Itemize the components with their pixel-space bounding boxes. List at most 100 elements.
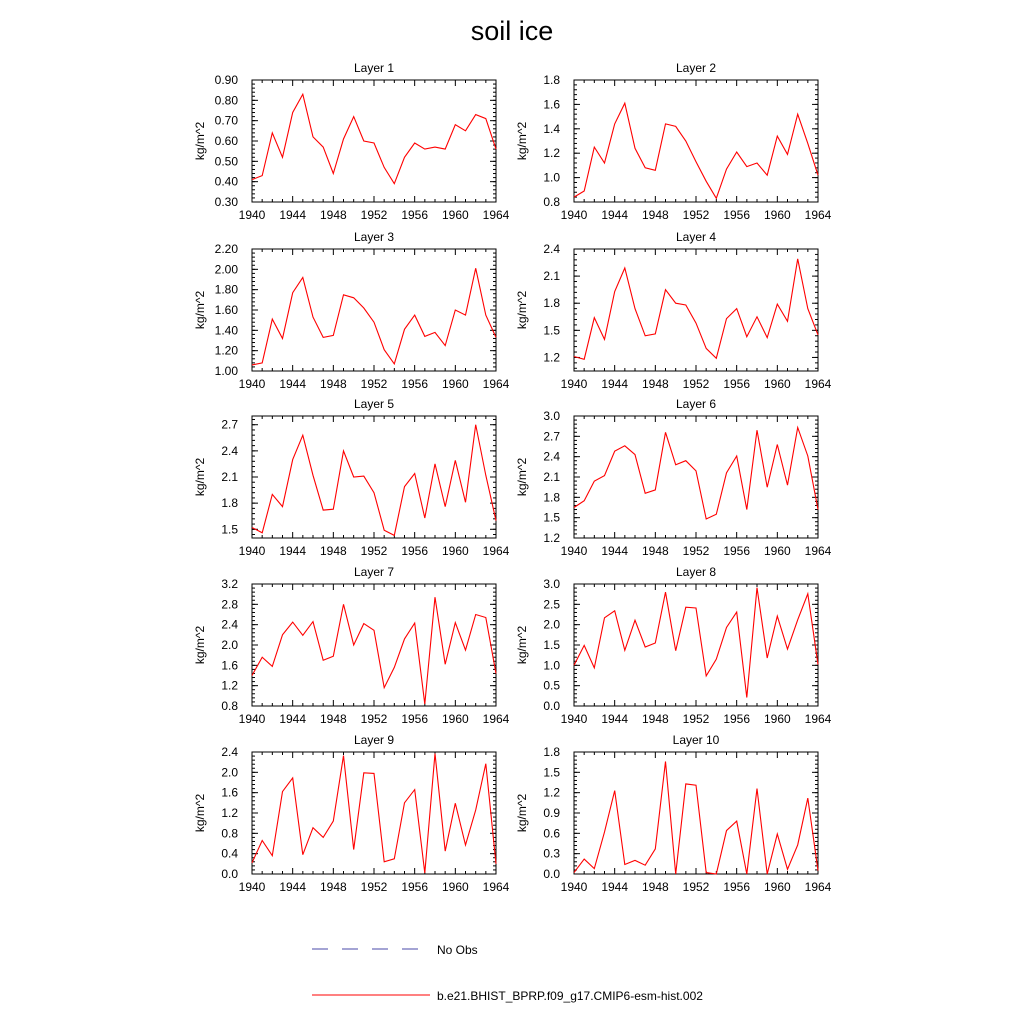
y-tick-label: 0.0 (221, 867, 238, 881)
figure-title: soil ice (470, 16, 554, 46)
y-tick-label: 1.2 (543, 786, 560, 800)
y-tick-label: 3.2 (221, 577, 238, 591)
panel-layer-2: Layer 2 kg/m^2 1940 1944 1948 1952 1956 1960 196… (515, 61, 832, 222)
x-tick-label: 1940 (239, 880, 266, 894)
panel-title-layer-6: Layer 6 (676, 397, 716, 411)
x-tick-label: 1964 (483, 377, 510, 391)
y-tick-label: 0.3 (543, 847, 560, 861)
x-tick-label: 1956 (401, 208, 428, 222)
x-tick-label: 1964 (483, 880, 510, 894)
y-tick-label: 2.20 (215, 242, 239, 256)
y-tick-label: 1.8 (543, 745, 560, 759)
y-tick-label: 2.1 (543, 470, 560, 484)
x-tick-label: 1956 (723, 880, 750, 894)
y-tick-label: 2.4 (221, 444, 238, 458)
x-tick-label: 1956 (723, 377, 750, 391)
panel-layer-10: Layer 10 kg/m^2 1940 1944 1948 1952 1956 1960 19… (515, 733, 832, 894)
panel-layer-1: Layer 1 kg/m^2 1940 1944 1948 1952 1956 1960 196… (193, 61, 510, 222)
x-tick-label: 1956 (723, 544, 750, 558)
x-tick-label: 1956 (401, 544, 428, 558)
series-line-layer-5 (251, 424, 497, 537)
x-tick-label: 1952 (683, 712, 710, 726)
y-tick-label: 0.70 (215, 114, 239, 128)
y-tick-label: 0.6 (543, 826, 560, 840)
y-tick-label: 0.60 (215, 134, 239, 148)
x-tick-label: 1960 (764, 208, 791, 222)
legend-item-model: b.e21.BHIST_BPRP.f09_g17.CMIP6-esm-hist.… (312, 989, 703, 1003)
plot-frame-layer-8 (573, 583, 819, 707)
x-tick-label: 1948 (320, 208, 347, 222)
series-line-layer-8 (573, 587, 819, 698)
y-tick-label: 1.6 (543, 97, 560, 111)
x-tick-label: 1944 (601, 880, 628, 894)
x-tick-label: 1940 (561, 880, 588, 894)
y-axis-label-layer-2: kg/m^2 (515, 122, 529, 161)
y-tick-label: 1.8 (543, 73, 560, 87)
y-tick-label: 1.6 (221, 658, 238, 672)
plot-frame-layer-2 (573, 79, 819, 203)
y-tick-label: 0.90 (215, 73, 239, 87)
y-tick-label: 2.4 (221, 745, 238, 759)
panel-layer-4: Layer 4 kg/m^2 1940 1944 1948 1952 1956 1960 196… (515, 230, 832, 391)
x-tick-label: 1940 (561, 377, 588, 391)
y-axis-label-layer-5: kg/m^2 (193, 458, 207, 497)
panel-title-layer-1: Layer 1 (354, 61, 394, 75)
y-axis-label-layer-7: kg/m^2 (193, 626, 207, 665)
x-tick-label: 1952 (361, 712, 388, 726)
y-axis-label-layer-10: kg/m^2 (515, 794, 529, 833)
x-tick-label: 1956 (401, 880, 428, 894)
y-tick-label: 2.0 (221, 765, 238, 779)
x-tick-label: 1964 (483, 544, 510, 558)
panel-title-layer-10: Layer 10 (673, 733, 720, 747)
x-tick-label: 1952 (361, 544, 388, 558)
x-tick-label: 1956 (723, 712, 750, 726)
y-tick-label: 2.0 (221, 638, 238, 652)
x-tick-label: 1956 (723, 208, 750, 222)
y-tick-label: 0.30 (215, 195, 239, 209)
x-tick-label: 1944 (601, 377, 628, 391)
y-tick-label: 0.8 (543, 195, 560, 209)
x-tick-label: 1948 (320, 544, 347, 558)
y-axis-label-layer-1: kg/m^2 (193, 122, 207, 161)
y-tick-label: 2.5 (543, 597, 560, 611)
plot-frame-layer-3 (251, 248, 497, 372)
y-tick-label: 0.0 (543, 867, 560, 881)
y-tick-label: 1.60 (215, 303, 239, 317)
series-line-layer-9 (251, 753, 497, 874)
y-tick-label: 2.1 (221, 470, 238, 484)
x-tick-label: 1960 (764, 880, 791, 894)
y-tick-label: 1.8 (543, 296, 560, 310)
y-tick-label: 0.50 (215, 154, 239, 168)
plot-frame-layer-4 (573, 248, 819, 372)
y-tick-label: 1.2 (221, 806, 238, 820)
y-axis-label-layer-4: kg/m^2 (515, 291, 529, 330)
plot-frame-layer-5 (251, 415, 497, 539)
y-tick-label: 1.0 (543, 658, 560, 672)
x-tick-label: 1960 (442, 208, 469, 222)
y-tick-label: 1.0 (543, 171, 560, 185)
panel-layer-8: Layer 8 kg/m^2 1940 1944 1948 1952 1956 1960 196… (515, 565, 832, 726)
x-tick-label: 1964 (483, 208, 510, 222)
x-tick-label: 1960 (764, 377, 791, 391)
y-tick-label: 2.7 (543, 429, 560, 443)
y-axis-label-layer-9: kg/m^2 (193, 794, 207, 833)
y-tick-label: 1.5 (543, 765, 560, 779)
panel-layer-5: Layer 5 kg/m^2 1940 1944 1948 1952 1956 1960 196… (193, 397, 510, 558)
x-tick-label: 1944 (601, 208, 628, 222)
x-tick-label: 1944 (279, 544, 306, 558)
x-tick-label: 1960 (764, 712, 791, 726)
x-tick-label: 1940 (239, 544, 266, 558)
y-tick-label: 2.8 (221, 597, 238, 611)
plot-frame-layer-7 (251, 583, 497, 707)
y-tick-label: 2.0 (543, 618, 560, 632)
x-tick-label: 1940 (239, 712, 266, 726)
plot-frame-layer-1 (251, 79, 497, 203)
x-tick-label: 1952 (361, 208, 388, 222)
x-tick-label: 1940 (239, 208, 266, 222)
legend-label-model: b.e21.BHIST_BPRP.f09_g17.CMIP6-esm-hist.… (437, 989, 703, 1003)
x-tick-label: 1952 (361, 880, 388, 894)
y-tick-label: 1.20 (215, 344, 239, 358)
series-line-layer-2 (573, 101, 819, 200)
y-tick-label: 1.8 (221, 496, 238, 510)
x-tick-label: 1960 (442, 712, 469, 726)
